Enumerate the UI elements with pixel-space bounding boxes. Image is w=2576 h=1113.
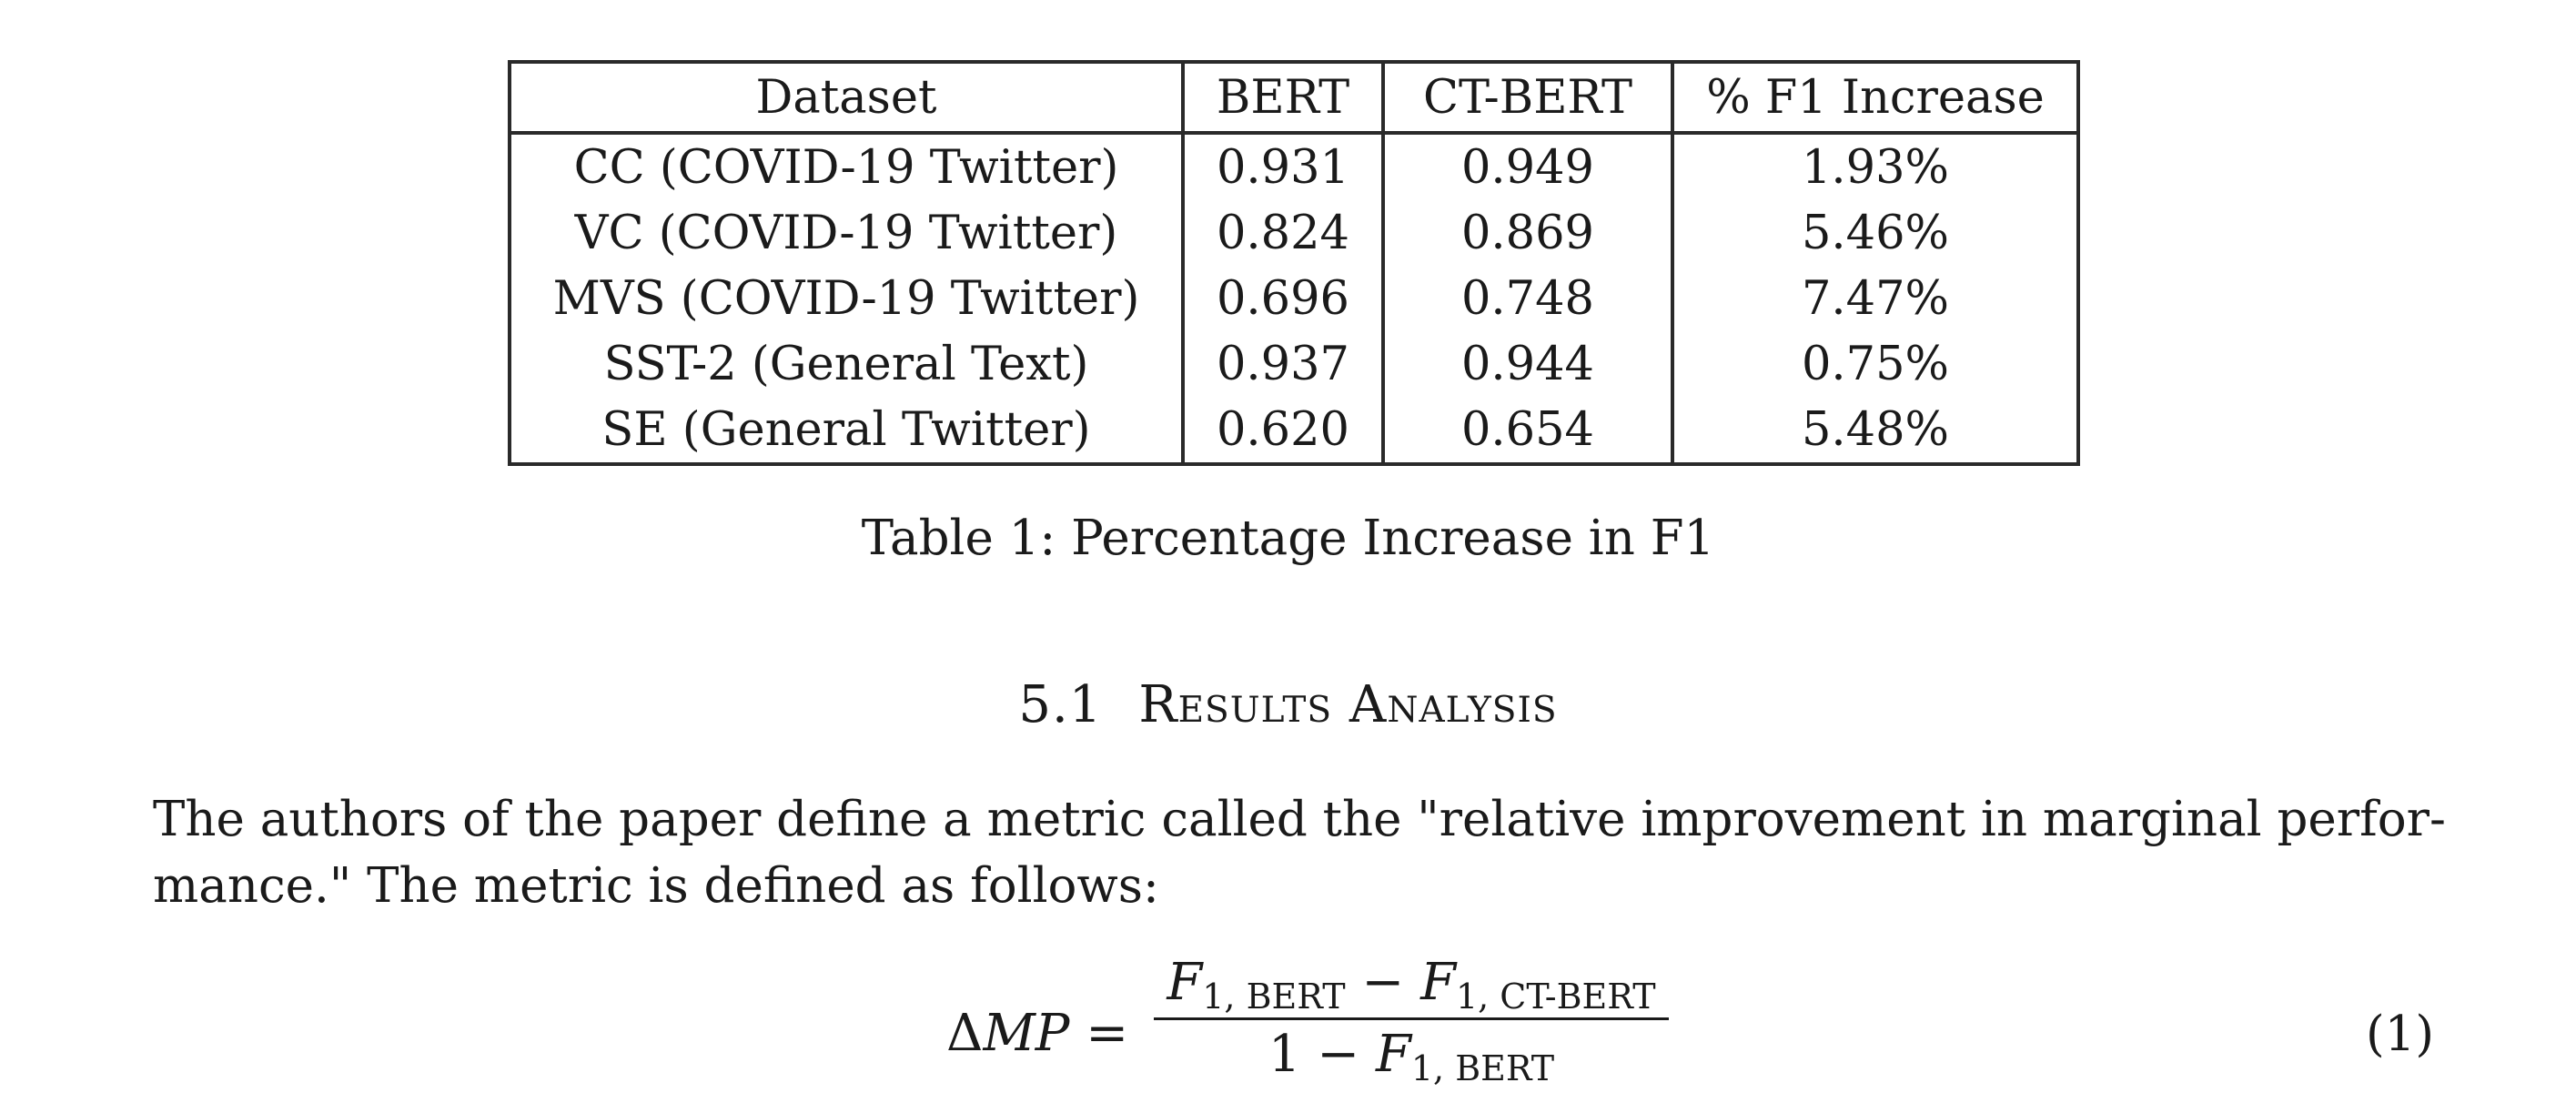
results-table: Dataset BERT CT-BERT % F1 Increase CC (C… xyxy=(508,60,2080,466)
section-title: Results Analysis xyxy=(1138,675,1558,734)
table-caption: Table 1: Percentage Increase in F1 xyxy=(861,511,1715,566)
numerator-f1-subscript: 1, BERT xyxy=(1202,976,1346,1017)
paragraph-line: mance." The metric is defined as follows… xyxy=(153,858,1159,914)
equation-fraction: F1, BERT − F1, CT-BERT 1 − F1, BERT xyxy=(1154,957,1669,1086)
equation-number: (1) xyxy=(2366,1007,2435,1062)
cell-ct-bert: 0.949 xyxy=(1381,133,1674,200)
cell-dataset: CC (COVID-19 Twitter) xyxy=(508,133,1185,200)
cell-dataset: SE (General Twitter) xyxy=(508,397,1185,464)
section-heading: 5.1 Results Analysis xyxy=(0,680,2576,731)
numerator-f2-symbol: F xyxy=(1420,953,1456,1012)
cell-bert: 0.620 xyxy=(1181,397,1385,464)
body-paragraph: The authors of the paper define a metric… xyxy=(153,786,2446,919)
cell-ct-bert: 0.748 xyxy=(1381,266,1674,331)
cell-f1-increase: 1.93% xyxy=(1671,133,2080,200)
header-bert: BERT xyxy=(1181,62,1385,135)
cell-dataset: VC (COVID-19 Twitter) xyxy=(508,200,1185,266)
equals-sign: = xyxy=(1086,1004,1129,1063)
denominator-subscript: 1, BERT xyxy=(1410,1048,1555,1088)
table-row: SE (General Twitter) 0.620 0.654 5.48% xyxy=(508,397,2080,464)
cell-bert: 0.824 xyxy=(1181,200,1385,266)
numerator-f1-symbol: F xyxy=(1167,953,1203,1012)
lhs-variable: MP xyxy=(983,1004,1070,1063)
header-ct-bert: CT-BERT xyxy=(1381,62,1674,135)
equation-lhs: ΔMP = xyxy=(946,1008,1128,1059)
minus-sign: − xyxy=(1345,953,1421,1012)
fraction-bar xyxy=(1154,1017,1669,1020)
table-row: MVS (COVID-19 Twitter) 0.696 0.748 7.47% xyxy=(508,266,2080,331)
denominator-one-minus: 1 − xyxy=(1268,1025,1376,1084)
cell-bert: 0.696 xyxy=(1181,266,1385,331)
cell-bert: 0.937 xyxy=(1181,331,1385,397)
cell-ct-bert: 0.869 xyxy=(1381,200,1674,266)
table-row: SST-2 (General Text) 0.937 0.944 0.75% xyxy=(508,331,2080,397)
cell-dataset: SST-2 (General Text) xyxy=(508,331,1185,397)
cell-f1-increase: 5.46% xyxy=(1671,200,2080,266)
cell-f1-increase: 5.48% xyxy=(1671,397,2080,464)
cell-ct-bert: 0.654 xyxy=(1381,397,1674,464)
header-f1-increase: % F1 Increase xyxy=(1671,62,2080,135)
section-number: 5.1 xyxy=(1018,675,1103,734)
cell-f1-increase: 7.47% xyxy=(1671,266,2080,331)
table-row: CC (COVID-19 Twitter) 0.931 0.949 1.93% xyxy=(508,133,2080,200)
paragraph-line: The authors of the paper define a metric… xyxy=(153,792,2446,847)
fraction-numerator: F1, BERT − F1, CT-BERT xyxy=(1154,957,1669,1017)
cell-bert: 0.931 xyxy=(1181,133,1385,200)
delta-symbol: Δ xyxy=(946,1004,984,1063)
denominator-f-symbol: F xyxy=(1376,1025,1411,1084)
table-row: VC (COVID-19 Twitter) 0.824 0.869 5.46% xyxy=(508,200,2080,266)
numerator-f2-subscript: 1, CT-BERT xyxy=(1455,976,1656,1017)
fraction-denominator: 1 − F1, BERT xyxy=(1154,1029,1669,1088)
cell-dataset: MVS (COVID-19 Twitter) xyxy=(508,266,1185,331)
header-dataset: Dataset xyxy=(508,62,1185,135)
cell-f1-increase: 0.75% xyxy=(1671,331,2080,397)
cell-ct-bert: 0.944 xyxy=(1381,331,1674,397)
table-header-row: Dataset BERT CT-BERT % F1 Increase xyxy=(508,62,2080,135)
